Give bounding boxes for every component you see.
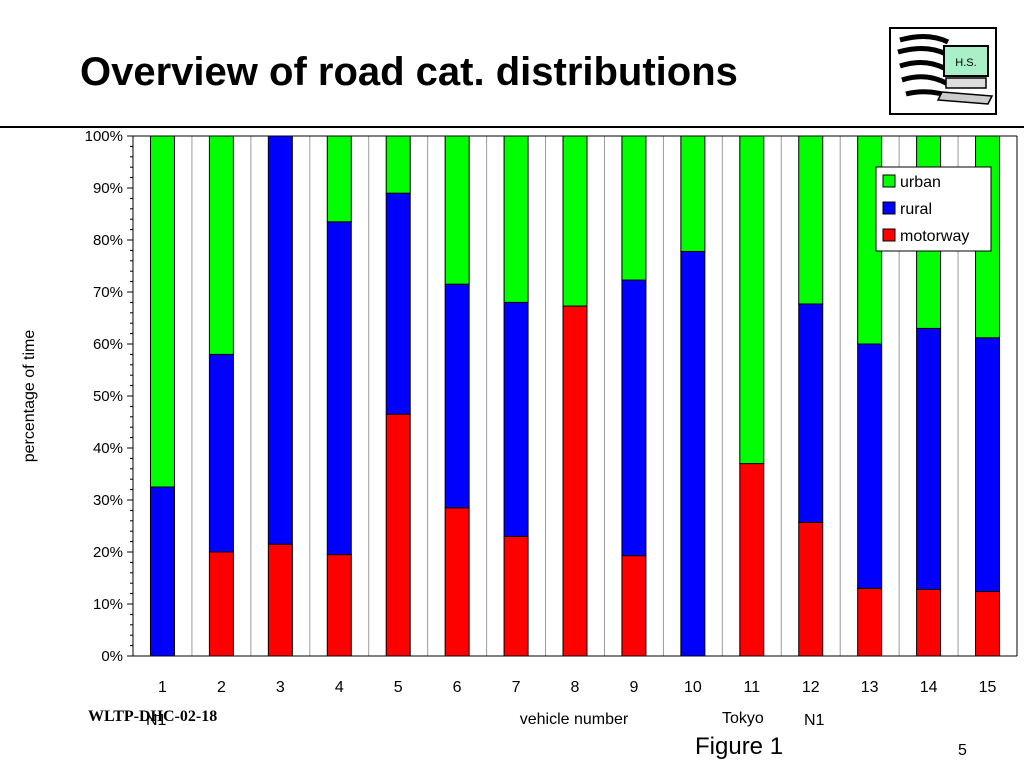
legend-label-urban: urban xyxy=(900,174,941,191)
bar-urban xyxy=(208,135,234,355)
y-tick-label: 50% xyxy=(93,388,123,405)
x-tick-label: 6 xyxy=(453,679,462,696)
x-tick-label: 4 xyxy=(335,679,344,696)
page-number: 5 xyxy=(958,742,967,759)
x-tick-label: 12 xyxy=(802,679,820,696)
bar-motorway xyxy=(739,463,765,657)
x-tick-label: 15 xyxy=(979,679,997,696)
bar-urban xyxy=(385,135,411,194)
legend-label-rural: rural xyxy=(900,201,932,218)
x-tick-label: 7 xyxy=(512,679,521,696)
bar-urban xyxy=(503,135,529,303)
figure-label: Figure 1 xyxy=(695,733,784,760)
x-tick-label: 13 xyxy=(861,679,879,696)
footer-document-id: WLTP-DHC-02-18 xyxy=(88,708,218,725)
bar-rural xyxy=(621,279,647,557)
footer-n1-left: N1 xyxy=(146,712,167,729)
bar-rural xyxy=(326,221,352,556)
title-divider xyxy=(0,126,1024,128)
bar-motorway xyxy=(562,305,588,657)
y-tick-label: 0% xyxy=(101,648,123,665)
x-tick-label: 10 xyxy=(684,679,702,696)
x-tick-label: 1 xyxy=(158,679,167,696)
bar-urban xyxy=(680,135,706,252)
bar-rural xyxy=(798,303,824,523)
bar-urban xyxy=(562,135,588,307)
bar-motorway xyxy=(503,535,529,657)
bar-urban xyxy=(621,135,647,281)
legend-swatch-motorway xyxy=(882,228,896,242)
bar-urban xyxy=(739,135,765,465)
y-tick-label: 100% xyxy=(85,128,123,145)
hs-logo-icon: H.S. xyxy=(889,27,997,115)
x-tick-label: 11 xyxy=(743,679,760,696)
bar-urban xyxy=(149,135,175,488)
bar-rural xyxy=(680,250,706,657)
bar-urban xyxy=(444,135,470,285)
bar-urban xyxy=(798,135,824,305)
x-tick-label: 8 xyxy=(571,679,580,696)
x-tick-label: 5 xyxy=(394,679,403,696)
x-tick-label: 9 xyxy=(629,679,638,696)
bar-motorway xyxy=(798,521,824,657)
y-tick-label: 20% xyxy=(93,544,123,561)
y-tick-label: 40% xyxy=(93,440,123,457)
bar-rural xyxy=(975,337,1001,593)
bar-motorway xyxy=(444,507,470,657)
bar-rural xyxy=(503,301,529,537)
bar-rural xyxy=(267,135,293,545)
legend-swatch-urban xyxy=(882,174,896,188)
x-tick-label: 14 xyxy=(920,679,938,696)
x-tick-label: 3 xyxy=(276,679,285,696)
bar-motorway xyxy=(621,555,647,657)
footer-tokyo: Tokyo xyxy=(722,710,764,727)
bar-motorway xyxy=(385,413,411,657)
y-tick-label: 80% xyxy=(93,232,123,249)
x-tick-label: 2 xyxy=(217,679,226,696)
logo-text: H.S. xyxy=(955,57,976,69)
y-tick-label: 10% xyxy=(93,596,123,613)
slide-title: Overview of road cat. distributions xyxy=(80,50,738,94)
x-axis-label: vehicle number xyxy=(520,711,629,728)
legend-swatch-rural xyxy=(882,201,896,215)
bar-rural xyxy=(208,353,234,553)
bar-motorway xyxy=(326,554,352,657)
bar-rural xyxy=(916,327,942,590)
bar-motorway xyxy=(208,551,234,657)
bar-motorway xyxy=(857,587,883,657)
y-tick-label: 70% xyxy=(93,284,123,301)
bar-rural xyxy=(149,486,175,657)
y-axis-label: percentage of time xyxy=(21,330,38,463)
y-tick-label: 30% xyxy=(93,492,123,509)
y-tick-label: 60% xyxy=(93,336,123,353)
bar-motorway xyxy=(975,591,1001,657)
legend-label-motorway: motorway xyxy=(900,228,969,245)
bar-urban xyxy=(326,135,352,223)
bar-motorway xyxy=(916,588,942,657)
bar-rural xyxy=(444,283,470,509)
bar-rural xyxy=(857,343,883,589)
y-tick-label: 90% xyxy=(93,180,123,197)
bar-rural xyxy=(385,192,411,415)
footer-n1-right: N1 xyxy=(804,712,825,729)
bar-motorway xyxy=(267,543,293,657)
